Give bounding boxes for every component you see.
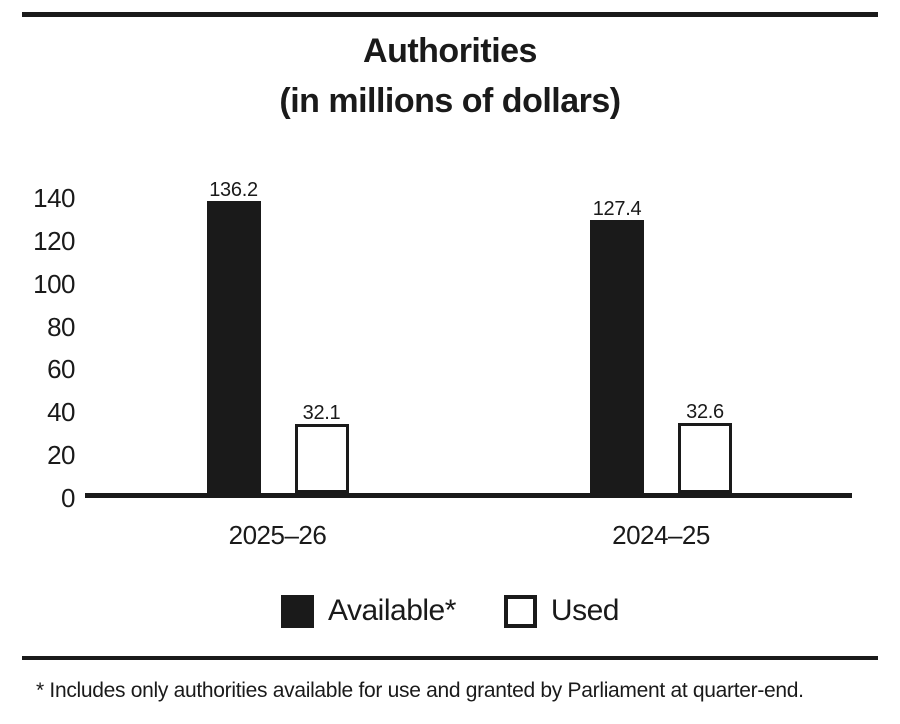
y-tick-label-120: 120 [33,225,75,256]
y-tick-label-40: 40 [47,397,75,428]
bar-chart-plot-area: 136.2 32.1 127.4 32.6 [85,179,852,498]
bar-available-2024-25 [590,220,644,493]
chart-title-line2: (in millions of dollars) [279,82,621,120]
bar-value-label-available-2024-25: 127.4 [592,198,642,220]
legend-label-available: Available* [328,594,456,627]
legend-item-available: Available* [281,594,456,628]
footnote-divider-rule [22,656,878,660]
bar-value-label-used-2025-26: 32.1 [302,402,341,424]
x-tick-label-2025-26: 2025–26 [228,520,327,550]
bar-used-2024-25 [678,423,732,493]
legend-label-used: Used [550,594,620,627]
chart-title-line1: Authorities [363,32,537,70]
y-tick-label-20: 20 [47,440,75,471]
bar-value-label-available-2025-26: 136.2 [209,179,258,201]
bar-available-2025-26 [206,201,261,493]
chart-legend: Available* Used [0,594,900,628]
filled-square-swatch-icon [281,594,315,628]
y-tick-label-80: 80 [47,311,75,342]
legend-item-used: Used [503,594,620,628]
y-tick-label-100: 100 [33,268,75,299]
footnote-text: * Includes only authorities available fo… [36,679,804,702]
bar-used-2025-26 [294,424,349,493]
chart-title: Authorities (in millions of dollars) [0,26,900,126]
y-tick-label-60: 60 [47,354,75,385]
y-tick-label-140: 140 [33,183,75,213]
bar-value-label-used-2024-25: 32.6 [686,401,724,423]
outlined-square-swatch-icon [503,594,537,628]
x-tick-label-2024-25: 2024–25 [612,520,710,550]
y-tick-label-0: 0 [61,483,75,513]
top-horizontal-rule [22,12,878,17]
